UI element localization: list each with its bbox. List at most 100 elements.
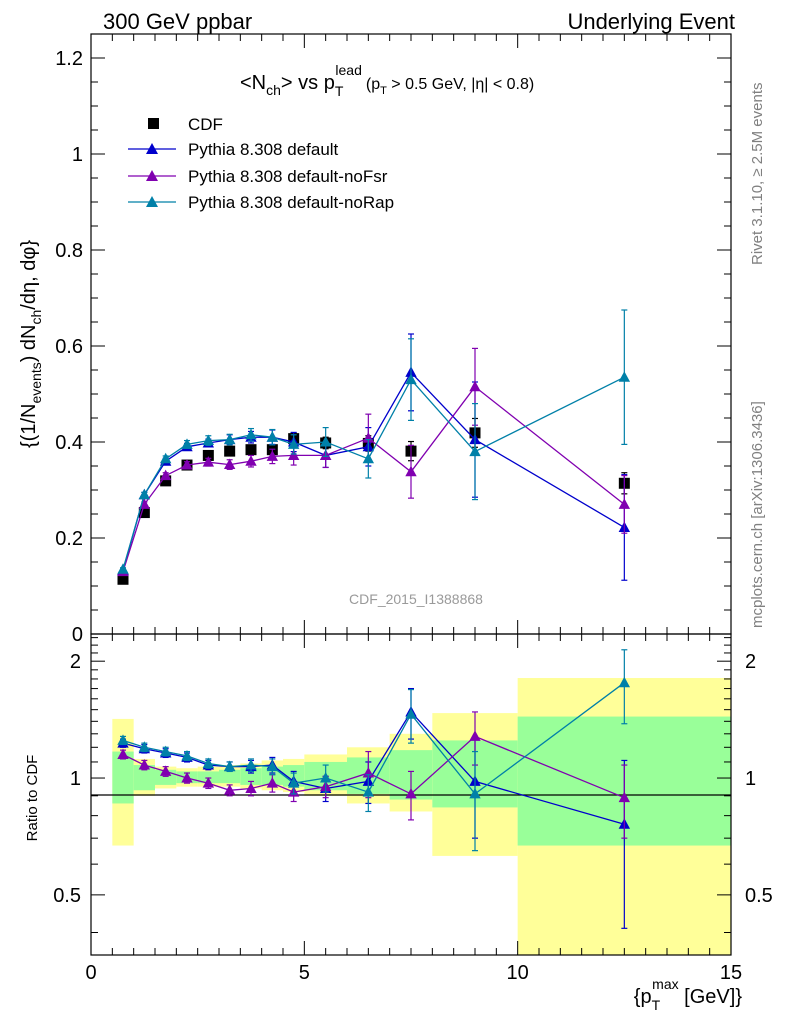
- main-data-point-noFsr: [202, 456, 215, 467]
- ratio-data-point-noRap: [202, 757, 215, 769]
- main-data-point-cdf: [202, 449, 214, 461]
- main-data-point-noFsr: [159, 469, 172, 481]
- main-data-point-noFsr: [405, 465, 417, 477]
- ratio-data-point-noRap: [469, 787, 481, 799]
- ratio-y-tick-label-right: 2: [745, 651, 756, 673]
- main-title: <Nch> vs pTlead(pT > 0.5 GeV, |η| < 0.8): [240, 62, 534, 99]
- main-data-point-cdf: [224, 445, 236, 457]
- ratio-data-point-noFsr: [266, 777, 279, 788]
- x-tick-label: 10: [507, 962, 529, 984]
- main-data-point-noFsr: [223, 458, 236, 470]
- legend-marker-cdf: [148, 118, 159, 129]
- header-left-label: 300 GeV ppbar: [103, 9, 252, 34]
- main-data-point-noFsr: [245, 455, 257, 466]
- main-series-noFsr: [117, 347, 631, 577]
- ratio-data-point-noRap: [319, 772, 332, 783]
- main-data-point-noRap: [469, 445, 481, 457]
- xlabel-sub: T: [652, 997, 661, 1013]
- x-tick-label: 0: [85, 962, 96, 984]
- title-mid-sup: lead: [335, 62, 361, 78]
- main-y-tick-label: 0.8: [55, 240, 83, 262]
- ratio-data-point-noFsr: [181, 772, 193, 783]
- ylabel-c: /dη, dφ}: [18, 240, 40, 310]
- title-lhs-sub: ch: [266, 82, 281, 98]
- main-y-axis-label: {(1/Nevents) dNch/dη, dφ}: [18, 240, 44, 448]
- ratio-data-point-noRap: [362, 786, 375, 797]
- ratio-series-layer: [117, 649, 631, 929]
- main-data-point-noRap: [223, 433, 236, 445]
- rivet-side-label: Rivet 3.1.10, ≥ 2.5M events: [749, 83, 766, 266]
- main-y-tick-label: 0.2: [55, 528, 83, 550]
- main-data-point-cdf: [117, 573, 129, 585]
- main-series-noRap: [117, 309, 631, 574]
- main-data-point-noRap: [117, 563, 129, 574]
- title-mid-sub: T: [335, 83, 344, 99]
- xlabel-a: {p: [634, 986, 652, 1008]
- ratio-data-point-noRap: [138, 741, 151, 752]
- main-data-point-noRap: [138, 488, 151, 500]
- ratio-band-inner: [240, 768, 262, 785]
- main-y-tick-label: 0: [72, 624, 83, 646]
- legend-marker-norap: [146, 196, 158, 207]
- main-data-point-noRap: [319, 436, 332, 447]
- main-data-point-noRap: [618, 371, 631, 382]
- main-data-point-noFsr: [287, 449, 300, 460]
- main-data-point-noRap: [266, 431, 279, 442]
- ratio-y-tick-label-left: 2: [70, 651, 81, 673]
- x-tick-label: 5: [299, 962, 310, 984]
- ratio-data-point-noFsr: [469, 730, 481, 741]
- main-data-point-noFsr: [618, 498, 631, 509]
- main-series-line: [122, 371, 625, 571]
- ylabel-b-sub: ch: [28, 310, 44, 325]
- mcplots-side-label: mcplots.cern.ch [arXiv:1306.3436]: [749, 401, 766, 628]
- ratio-band-inner: [112, 751, 134, 804]
- legend-label-default: Pythia 8.308 default: [188, 140, 339, 159]
- ylabel-a-sub: events: [28, 362, 44, 403]
- ratio-data-point-noFsr: [223, 784, 236, 795]
- ratio-data-point-noFsr: [202, 777, 215, 788]
- main-data-point-noRap: [181, 438, 193, 449]
- main-data-point-noRap: [362, 452, 375, 464]
- title-lhs: <N: [240, 72, 266, 94]
- main-series-line: [122, 376, 625, 570]
- main-data-point-noRap: [202, 434, 215, 446]
- ratio-band-inner: [219, 769, 241, 784]
- ratio-axis-ticks: 0.5 0.5 1 1 2 2 0 5 10 15: [53, 634, 773, 984]
- ratio-data-point-noFsr: [138, 759, 151, 770]
- ratio-data-point-noRap: [223, 760, 236, 772]
- x-axis-label: {pTmax [GeV]}: [634, 976, 743, 1013]
- ratio-data-point-noRap: [159, 745, 172, 757]
- ratio-data-point-noFsr: [159, 765, 172, 776]
- main-series-line: [122, 385, 625, 572]
- main-y-tick-label: 1.2: [55, 48, 83, 70]
- analysis-watermark: CDF_2015_I1388868: [349, 591, 483, 607]
- legend: CDF Pythia 8.308 default Pythia 8.308 de…: [128, 115, 394, 212]
- xlabel-b: [GeV]}: [679, 986, 743, 1008]
- ratio-data-point-noRap: [245, 759, 257, 770]
- main-series-layer: [117, 309, 631, 585]
- main-data-point-cdf: [245, 444, 257, 456]
- ratio-series-noRap: [117, 649, 631, 852]
- legend-marker-nofsr: [146, 170, 158, 181]
- main-data-point-cdf: [138, 507, 150, 519]
- ratio-data-point-noFsr: [405, 787, 417, 799]
- ratio-data-point-noFsr: [245, 782, 257, 793]
- ratio-data-point-noRap: [618, 676, 631, 688]
- main-y-tick-label: 1: [72, 144, 83, 166]
- main-data-point-noFsr: [266, 450, 279, 461]
- ratio-data-point-noRap: [287, 777, 300, 788]
- ylabel-a: {(1/N: [18, 404, 40, 448]
- ratio-data-point-noRap: [181, 749, 193, 761]
- ratio-y-tick-label-left: 0.5: [53, 885, 81, 907]
- legend-label-cdf: CDF: [188, 115, 223, 134]
- ratio-y-axis-label: Ratio to CDF: [24, 755, 41, 842]
- legend-label-norap: Pythia 8.308 default-noRap: [188, 193, 394, 212]
- xlabel-sup: max: [652, 976, 678, 992]
- x-tick-label: 15: [720, 962, 742, 984]
- ratio-data-point-noRap: [405, 708, 417, 719]
- ratio-y-tick-label-left: 1: [70, 768, 81, 790]
- main-data-point-noFsr: [469, 380, 481, 392]
- title-mid: > vs p: [281, 72, 335, 94]
- main-data-point-noRap: [287, 438, 300, 449]
- main-y-tick-label: 0.6: [55, 336, 83, 358]
